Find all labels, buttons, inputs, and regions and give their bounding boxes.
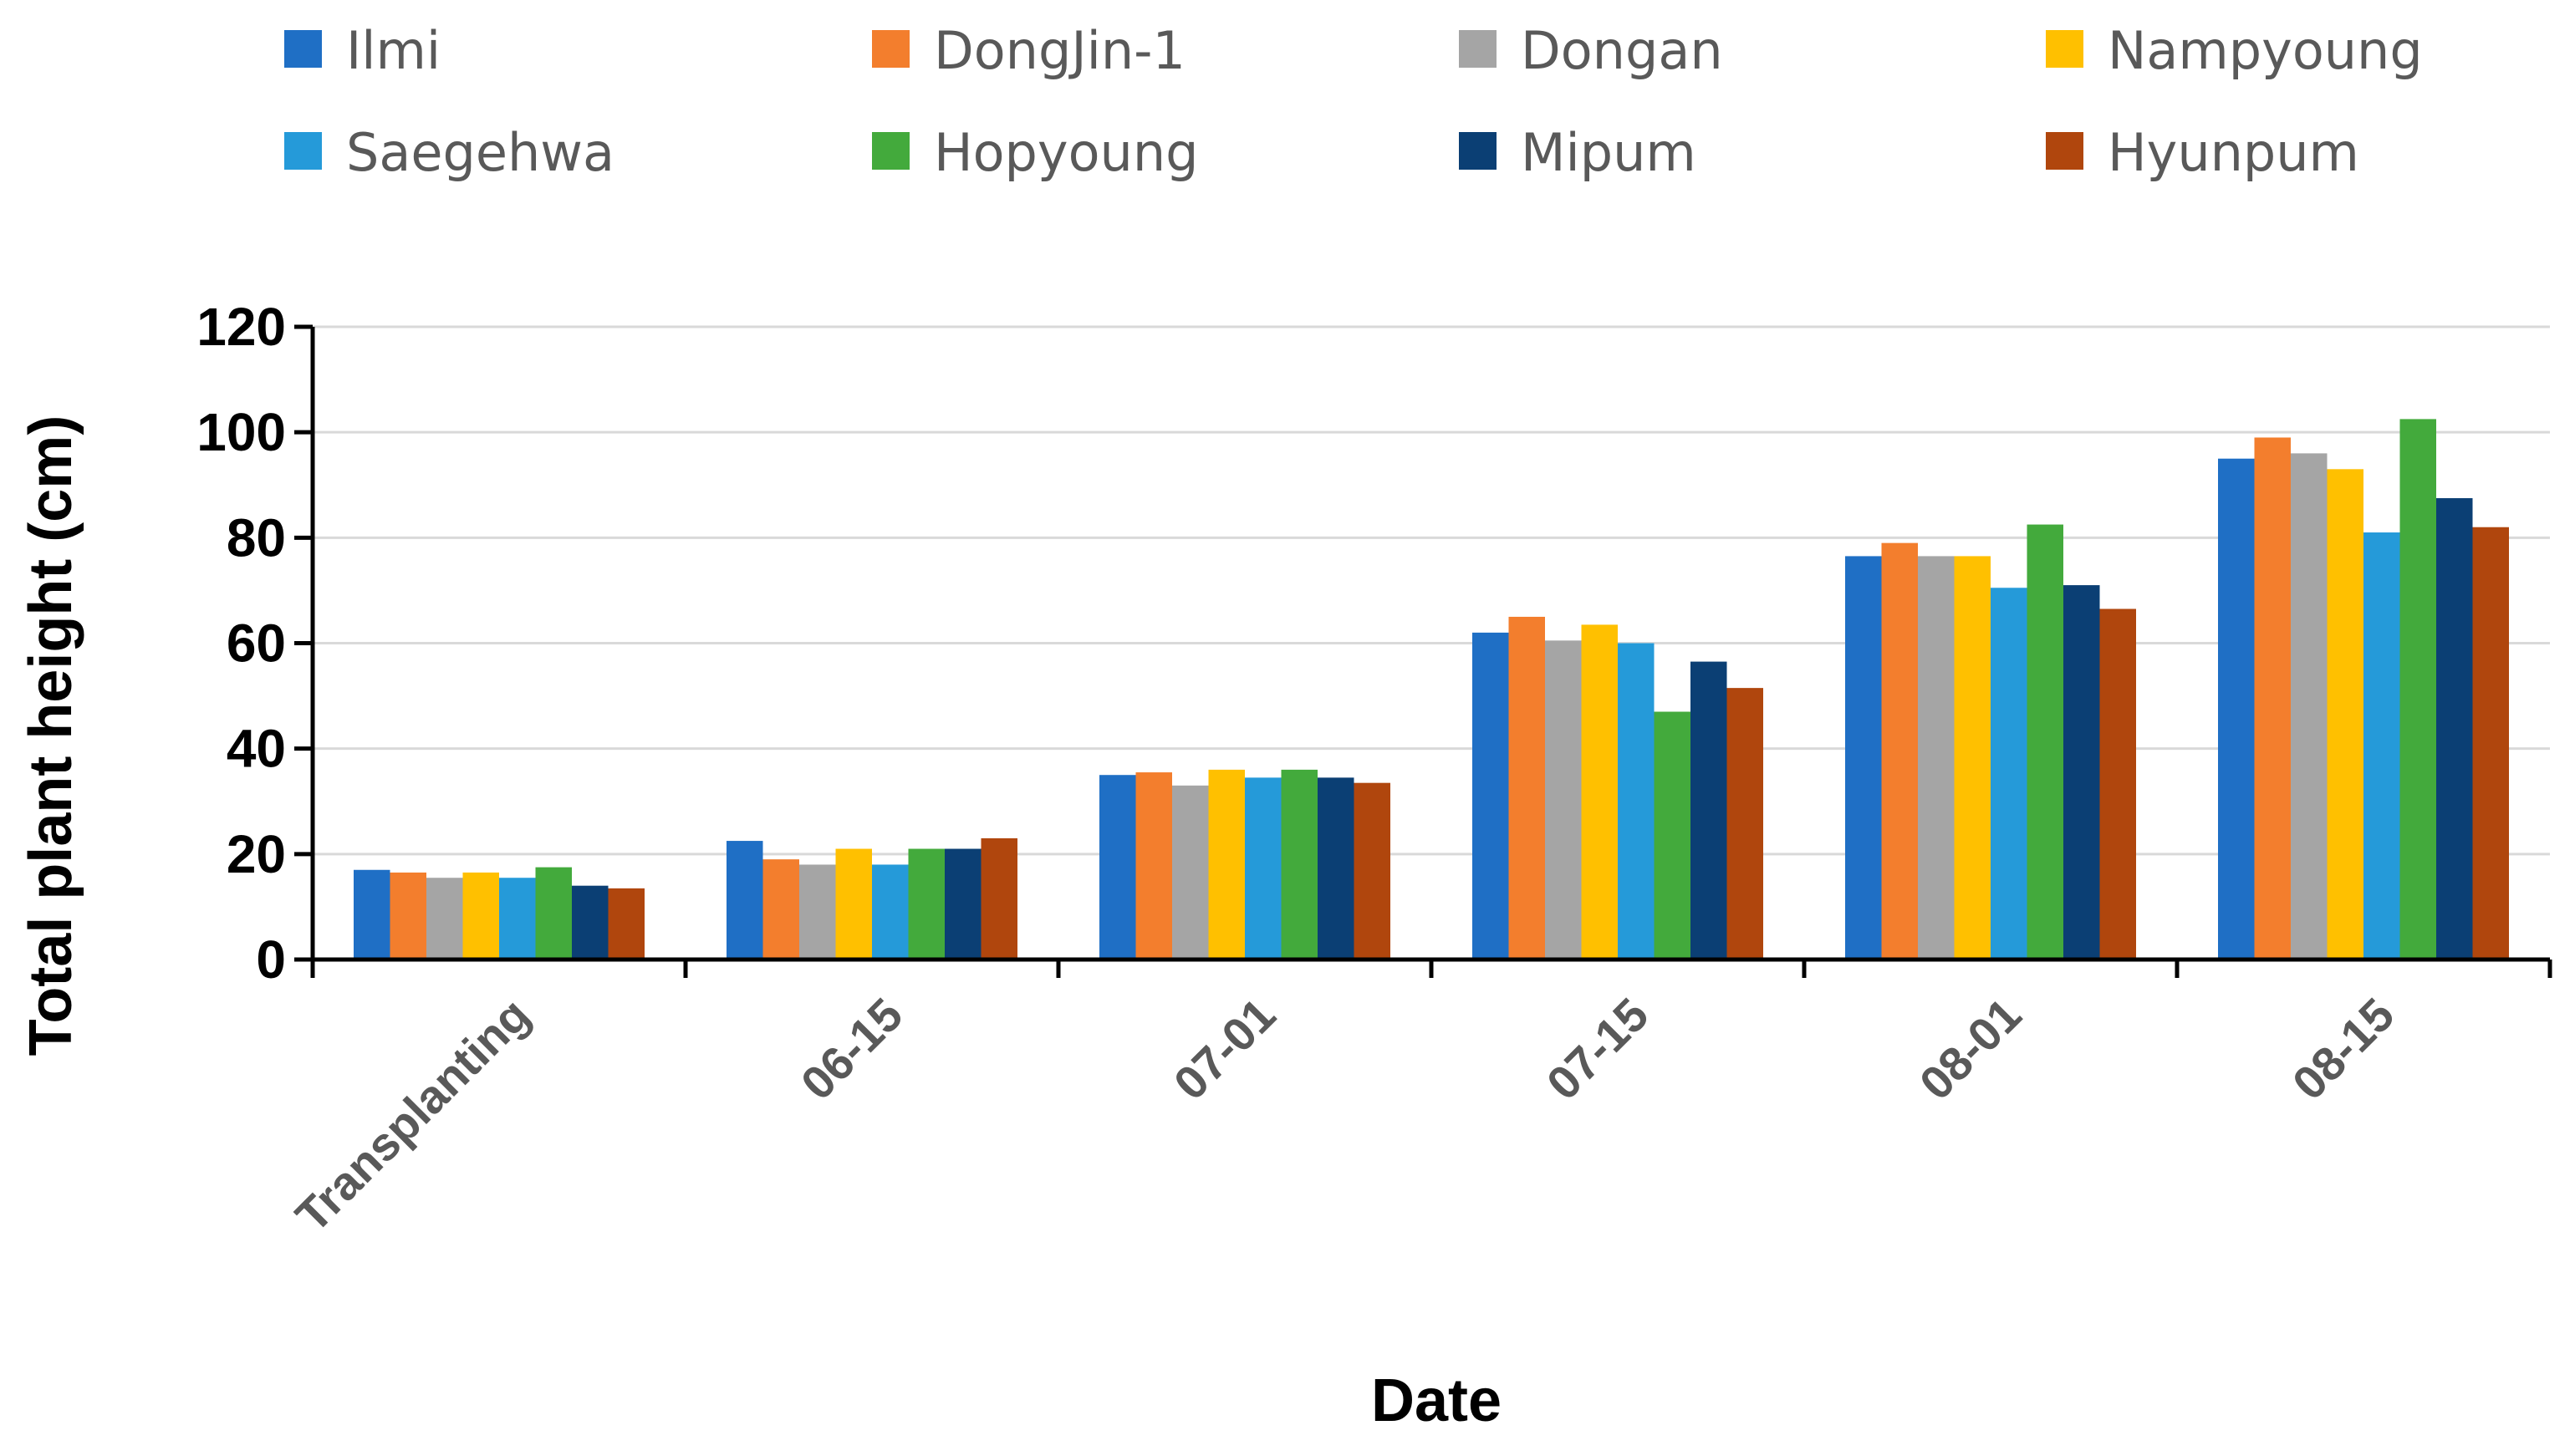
bar-ilmi-2 xyxy=(727,841,763,960)
legend-label: DongJin-1 xyxy=(934,20,1186,81)
x-tick-label: 06-15 xyxy=(791,988,913,1110)
legend-swatch xyxy=(872,30,910,68)
x-tick-label: 08-01 xyxy=(1910,988,2032,1110)
bar-nampyoung-2 xyxy=(835,848,872,960)
bar-hopyoung-3 xyxy=(1281,769,1318,960)
bar-nampyoung-4 xyxy=(1581,624,1618,960)
legend-label: Dongan xyxy=(1521,20,1723,81)
legend-item-nampyoung: Nampyoung xyxy=(2046,20,2423,81)
bar-dongan-5 xyxy=(1918,556,1955,960)
bar-mipum-2 xyxy=(945,848,982,960)
legend-item-hopyoung: Hopyoung xyxy=(872,122,1198,183)
legend-swatch xyxy=(1459,30,1497,68)
x-tick-label: 07-01 xyxy=(1164,988,1286,1110)
bar-dongjin-1-6 xyxy=(2254,437,2291,960)
bar-ilmi-6 xyxy=(2218,458,2255,960)
legend-swatch xyxy=(872,132,910,170)
bar-nampyoung-3 xyxy=(1208,769,1245,960)
bar-dongjin-1-2 xyxy=(762,859,799,960)
bar-nampyoung-5 xyxy=(1954,556,1991,960)
bar-saegehwa-2 xyxy=(872,864,909,960)
legend-swatch xyxy=(1459,132,1497,170)
bar-dongjin-1-5 xyxy=(1881,542,1918,960)
legend-label: Nampyoung xyxy=(2108,20,2423,81)
legend-label: Hopyoung xyxy=(934,122,1198,183)
bar-saegehwa-1 xyxy=(499,878,536,960)
bar-hopyoung-1 xyxy=(535,867,572,960)
x-tick-label: Transplanting xyxy=(285,988,539,1242)
legend-item-mipum: Mipum xyxy=(1459,122,1696,183)
bar-mipum-4 xyxy=(1690,661,1727,960)
x-tick-label: 07-15 xyxy=(1537,988,1659,1110)
y-axis-title: Total plant height (cm) xyxy=(18,415,84,1056)
bar-mipum-5 xyxy=(2063,585,2100,960)
bar-hyunpum-4 xyxy=(1726,688,1763,960)
bar-dongjin-1-1 xyxy=(390,872,426,960)
legend-swatch xyxy=(284,30,322,68)
bar-mipum-1 xyxy=(572,885,609,960)
legend-label: Ilmi xyxy=(346,20,441,81)
y-tick-label: 120 xyxy=(196,297,286,357)
legend-item-hyunpum: Hyunpum xyxy=(2046,122,2359,183)
legend-item-dongjin-1: DongJin-1 xyxy=(872,20,1186,81)
bar-dongan-6 xyxy=(2291,453,2328,960)
bar-mipum-6 xyxy=(2436,498,2473,960)
bar-dongan-4 xyxy=(1545,640,1582,960)
bar-saegehwa-4 xyxy=(1618,643,1655,960)
bar-dongan-2 xyxy=(799,864,836,960)
bar-nampyoung-1 xyxy=(462,872,499,960)
y-tick-label: 80 xyxy=(227,507,286,568)
y-tick-label: 40 xyxy=(227,719,286,779)
bar-hyunpum-1 xyxy=(608,888,645,960)
legend-label: Hyunpum xyxy=(2108,122,2359,183)
bar-hyunpum-5 xyxy=(2099,608,2136,960)
bar-ilmi-5 xyxy=(1845,556,1882,960)
legend-label: Saegehwa xyxy=(346,122,614,183)
bar-hyunpum-2 xyxy=(981,837,1017,960)
bar-ilmi-4 xyxy=(1472,632,1509,960)
legend-item-saegehwa: Saegehwa xyxy=(284,122,614,183)
bar-hopyoung-5 xyxy=(2027,524,2063,960)
bar-dongan-1 xyxy=(426,878,463,960)
legend-swatch xyxy=(2046,30,2083,68)
y-tick-labels: 0 20 40 60 80 100 120 xyxy=(196,297,286,990)
x-tick-label: 08-15 xyxy=(2282,988,2404,1110)
axes xyxy=(294,324,2552,978)
bar-ilmi-3 xyxy=(1099,775,1136,960)
bar-hyunpum-6 xyxy=(2472,527,2509,960)
gridlines xyxy=(313,325,2550,856)
bar-dongjin-1-3 xyxy=(1135,772,1172,960)
x-axis-title: Date xyxy=(1371,1367,1502,1434)
y-tick-label: 0 xyxy=(256,929,286,990)
y-tick-label: 100 xyxy=(196,402,286,462)
bar-dongan-3 xyxy=(1172,785,1209,960)
legend-label: Mipum xyxy=(1521,122,1696,183)
legend-item-dongan: Dongan xyxy=(1459,20,1723,81)
y-tick-label: 60 xyxy=(227,613,286,674)
legend: Ilmi DongJin-1 Dongan Nampyoung Saegehwa Hopy… xyxy=(284,20,2423,183)
bar-dongjin-1-4 xyxy=(1508,616,1545,960)
x-tick-labels: Transplanting 06-15 07-01 07-15 08-01 08-15 xyxy=(285,988,2404,1242)
bar-saegehwa-5 xyxy=(1991,588,2027,960)
bars xyxy=(354,419,2509,960)
legend-swatch xyxy=(2046,132,2083,170)
bar-hopyoung-2 xyxy=(908,848,945,960)
bar-mipum-3 xyxy=(1318,777,1354,960)
bar-saegehwa-6 xyxy=(2363,532,2400,960)
legend-item-ilmi: Ilmi xyxy=(284,20,441,81)
bar-ilmi-1 xyxy=(354,869,390,960)
bar-nampyoung-6 xyxy=(2327,469,2363,960)
legend-swatch xyxy=(284,132,322,170)
y-tick-label: 20 xyxy=(227,824,286,884)
bar-hopyoung-6 xyxy=(2399,419,2436,960)
bar-saegehwa-3 xyxy=(1245,777,1282,960)
bar-hyunpum-3 xyxy=(1354,782,1390,960)
bar-hopyoung-4 xyxy=(1654,711,1690,960)
